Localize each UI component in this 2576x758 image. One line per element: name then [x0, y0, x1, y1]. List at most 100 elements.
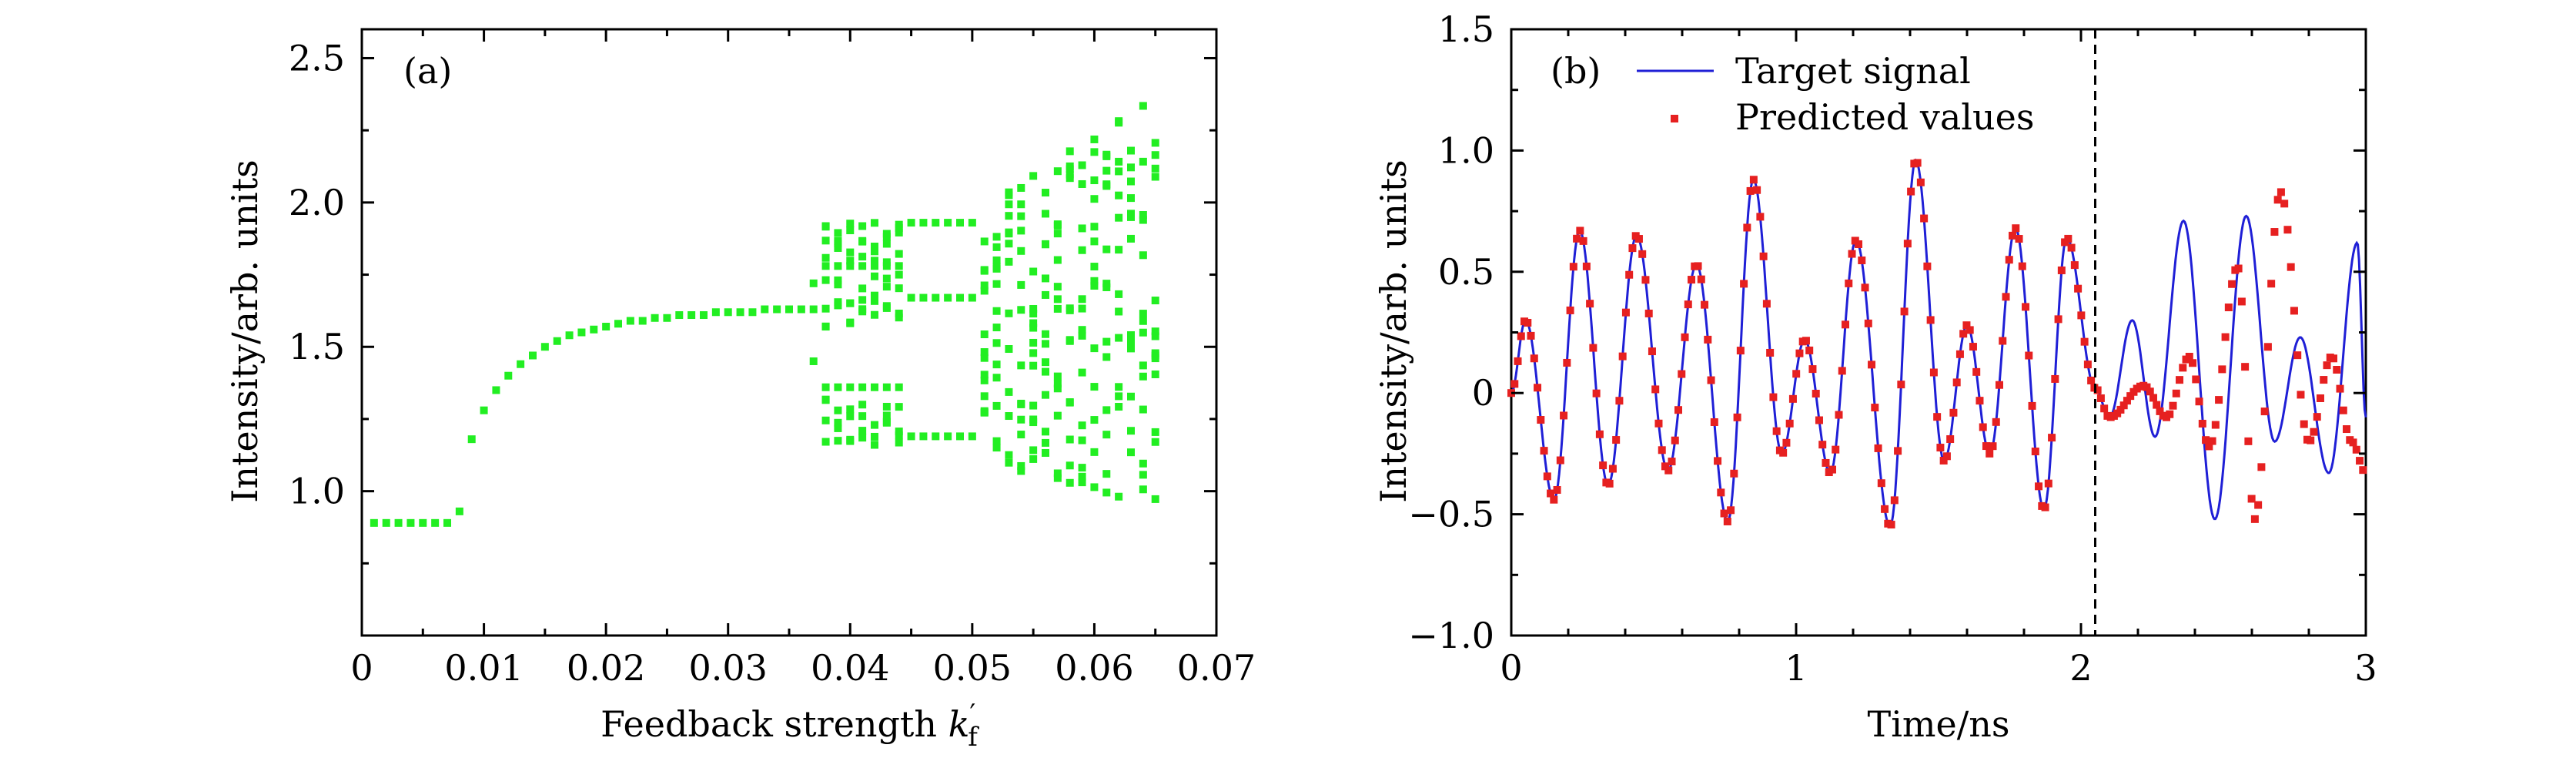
predicted-value-point	[2293, 351, 2302, 360]
predicted-value-point	[1792, 370, 1801, 378]
predicted-value-point	[1641, 276, 1650, 284]
bifurcation-point	[846, 412, 855, 421]
bifurcation-point	[1127, 392, 1135, 401]
bifurcation-point	[895, 250, 903, 258]
bifurcation-point	[1139, 361, 1147, 370]
bifurcation-point	[895, 309, 903, 317]
predicted-value-point	[2176, 376, 2184, 384]
predicted-value-point	[2166, 410, 2174, 418]
bifurcation-point	[992, 243, 1001, 251]
bifurcation-point	[846, 220, 855, 228]
bifurcation-point	[1005, 191, 1013, 200]
predicted-value-point	[1638, 250, 1647, 258]
predicted-value-point	[2310, 428, 2318, 436]
predicted-value-point	[1815, 416, 1823, 424]
predicted-value-point	[2215, 396, 2223, 404]
predicted-value-point	[1779, 448, 1788, 457]
predicted-value-point	[1965, 326, 1974, 334]
predicted-value-point	[1714, 457, 1722, 465]
bifurcation-point	[1102, 280, 1111, 288]
predicted-value-point	[1942, 452, 1951, 461]
predicted-value-point	[2313, 413, 2321, 421]
predicted-value-point	[2156, 407, 2164, 415]
bifurcation-point	[871, 247, 878, 256]
bifurcation-point	[1029, 319, 1038, 327]
legend-target-label: Target signal	[1735, 50, 1971, 92]
predicted-value-point	[2051, 374, 2059, 383]
panel-b-y-tick-label: −0.5	[1408, 494, 1494, 535]
bifurcation-point	[821, 416, 830, 424]
bifurcation-point	[1139, 328, 1147, 337]
predicted-value-point	[1835, 411, 1843, 419]
predicted-value-point	[1553, 485, 1561, 494]
predicted-value-point	[1658, 446, 1666, 454]
predicted-value-point	[2015, 235, 2023, 243]
predicted-value-point	[1955, 350, 1964, 358]
bifurcation-point	[846, 257, 855, 265]
bifurcation-point	[834, 383, 842, 391]
bifurcation-point	[1078, 224, 1086, 233]
predicted-value-point	[1651, 385, 1660, 394]
predicted-value-point	[2356, 457, 2364, 465]
bifurcation-point	[1005, 212, 1013, 220]
predicted-value-point	[2116, 405, 2125, 414]
bifurcation-point	[882, 283, 891, 291]
predicted-value-point	[1842, 320, 1850, 329]
predicted-value-point	[2221, 333, 2230, 341]
bifurcation-point	[1090, 148, 1099, 156]
bifurcation-point	[882, 411, 891, 420]
bifurcation-point	[1017, 247, 1025, 255]
predicted-value-point	[1566, 306, 1574, 314]
bifurcation-point	[858, 412, 867, 421]
bifurcation-point	[919, 293, 928, 302]
bifurcation-point	[1115, 167, 1123, 176]
predicted-value-point	[2352, 445, 2360, 454]
bifurcation-point	[1139, 405, 1147, 414]
bifurcation-point	[1115, 213, 1123, 222]
predicted-value-point	[2195, 397, 2203, 406]
predicted-value-point	[1766, 348, 1775, 357]
bifurcation-point	[980, 330, 989, 339]
bifurcation-point	[1017, 212, 1025, 220]
bifurcation-point	[1066, 162, 1074, 170]
bifurcation-point	[1017, 183, 1025, 192]
panel-a-x-axis-label: Feedback strength k′ f	[601, 699, 979, 753]
bifurcation-point	[1102, 150, 1111, 159]
bifurcation-point	[1053, 256, 1062, 264]
predicted-value-point	[2005, 256, 2013, 264]
bifurcation-point	[1029, 361, 1038, 370]
bifurcation-point	[1042, 340, 1049, 348]
bifurcation-point	[834, 276, 842, 284]
bifurcation-point	[834, 424, 842, 432]
predicted-value-point	[1625, 270, 1634, 279]
predicted-value-point	[1621, 308, 1630, 317]
predicted-value-point	[2149, 394, 2157, 402]
panel-b-x-tick-label: 1	[1785, 647, 1807, 689]
bifurcation-point	[919, 432, 928, 441]
panel-a-x-tick-label: 0.07	[1177, 647, 1256, 689]
predicted-value-point	[1723, 517, 1731, 525]
predicted-value-point	[1569, 263, 1577, 271]
bifurcation-point	[944, 432, 952, 441]
predicted-value-point	[1730, 469, 1738, 478]
predicted-value-point	[2192, 375, 2200, 384]
predicted-value-point	[2202, 436, 2210, 444]
bifurcation-point	[882, 274, 891, 283]
bifurcation-point	[1066, 435, 1074, 444]
predicted-value-point	[2267, 280, 2276, 288]
predicted-value-point	[2074, 284, 2083, 293]
bifurcation-point	[980, 408, 989, 417]
predicted-value-point	[1756, 213, 1765, 221]
bifurcation-point	[846, 226, 855, 235]
predicted-value-point	[1989, 442, 1997, 451]
predicted-value-point	[1788, 394, 1797, 403]
predicted-value-point	[1952, 378, 1961, 387]
bifurcation-point	[1090, 344, 1099, 353]
bifurcation-point	[895, 431, 903, 440]
bifurcation-point	[590, 325, 598, 334]
bifurcation-point	[895, 228, 903, 236]
bifurcation-point	[1090, 195, 1099, 203]
predicted-value-point	[1634, 235, 1643, 243]
panel-a-x-axis-symbol: k	[948, 703, 970, 745]
bifurcation-point	[1102, 470, 1111, 478]
